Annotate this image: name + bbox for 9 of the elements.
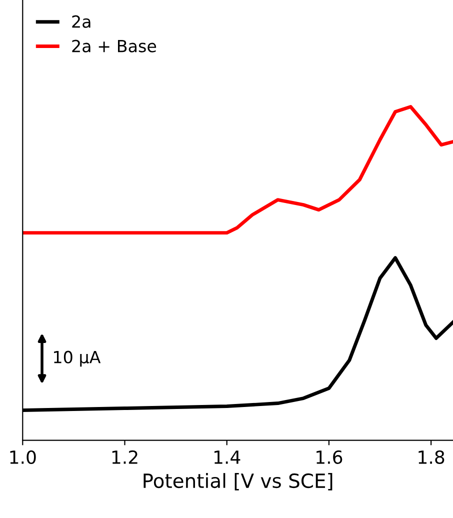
x-tick-label: 1.8 bbox=[418, 450, 444, 464]
legend-label: 2a + Base bbox=[72, 40, 156, 52]
x-tick-label: 1.2 bbox=[112, 450, 138, 464]
x-tick-label: 1.4 bbox=[214, 450, 240, 464]
x-tick-label: 1.6 bbox=[316, 450, 342, 464]
annotation: 10 µA bbox=[54, 350, 101, 367]
x-axis-title: Potential [V vs SCE] bbox=[144, 473, 332, 490]
legend-label: 2a bbox=[72, 15, 90, 28]
x-tick-label: 1.0 bbox=[10, 450, 36, 464]
